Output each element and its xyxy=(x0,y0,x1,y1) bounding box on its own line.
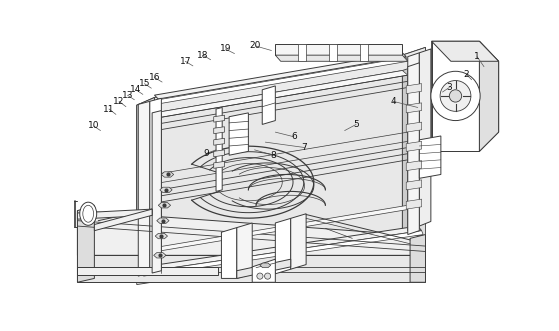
Polygon shape xyxy=(94,209,152,231)
Text: 15: 15 xyxy=(139,79,150,88)
Circle shape xyxy=(449,90,462,102)
Polygon shape xyxy=(154,253,166,258)
Polygon shape xyxy=(252,259,276,282)
Polygon shape xyxy=(158,58,408,104)
Polygon shape xyxy=(150,98,162,272)
Polygon shape xyxy=(410,235,425,282)
Text: 14: 14 xyxy=(130,85,141,94)
Polygon shape xyxy=(78,209,152,219)
Polygon shape xyxy=(237,259,291,278)
Polygon shape xyxy=(408,53,419,231)
Text: 10: 10 xyxy=(88,121,100,130)
Polygon shape xyxy=(262,86,276,124)
Polygon shape xyxy=(155,233,168,239)
Polygon shape xyxy=(329,44,337,61)
Polygon shape xyxy=(276,44,402,55)
Polygon shape xyxy=(214,138,225,145)
Polygon shape xyxy=(214,162,225,168)
Circle shape xyxy=(257,273,263,279)
Polygon shape xyxy=(138,101,150,276)
Polygon shape xyxy=(214,150,225,157)
Text: 6: 6 xyxy=(291,132,297,141)
Polygon shape xyxy=(78,267,217,275)
Polygon shape xyxy=(360,44,368,61)
Polygon shape xyxy=(406,161,421,170)
Text: 17: 17 xyxy=(179,57,191,66)
Polygon shape xyxy=(216,108,222,191)
Text: 11: 11 xyxy=(103,105,115,114)
Polygon shape xyxy=(78,211,425,255)
Polygon shape xyxy=(154,71,408,118)
Polygon shape xyxy=(158,203,170,208)
Polygon shape xyxy=(419,49,431,226)
Polygon shape xyxy=(142,231,423,276)
Polygon shape xyxy=(480,41,499,151)
Ellipse shape xyxy=(83,205,93,222)
Polygon shape xyxy=(214,115,225,122)
Polygon shape xyxy=(406,122,421,132)
Text: 13: 13 xyxy=(122,91,133,100)
Text: 3: 3 xyxy=(447,83,452,92)
Text: 9: 9 xyxy=(203,149,209,158)
Polygon shape xyxy=(406,141,421,151)
Circle shape xyxy=(264,273,271,279)
Polygon shape xyxy=(432,41,480,151)
Text: 1: 1 xyxy=(474,52,480,61)
Polygon shape xyxy=(154,47,425,113)
Text: 20: 20 xyxy=(250,41,261,50)
Polygon shape xyxy=(406,180,421,190)
Polygon shape xyxy=(78,205,94,282)
Polygon shape xyxy=(291,214,306,269)
Polygon shape xyxy=(237,223,252,278)
Polygon shape xyxy=(406,199,421,209)
Text: 8: 8 xyxy=(270,151,276,160)
Polygon shape xyxy=(260,263,271,268)
Polygon shape xyxy=(137,222,425,285)
Polygon shape xyxy=(406,84,421,94)
Polygon shape xyxy=(276,218,291,274)
Text: 16: 16 xyxy=(149,73,160,82)
Polygon shape xyxy=(78,255,425,282)
Ellipse shape xyxy=(80,202,97,225)
Text: 7: 7 xyxy=(302,143,307,152)
Polygon shape xyxy=(138,226,421,272)
Text: 12: 12 xyxy=(113,97,125,106)
Text: 18: 18 xyxy=(197,51,209,60)
Polygon shape xyxy=(419,136,441,178)
Polygon shape xyxy=(432,41,499,61)
Circle shape xyxy=(440,80,471,111)
Polygon shape xyxy=(229,113,248,155)
Polygon shape xyxy=(276,55,408,61)
Polygon shape xyxy=(160,187,172,193)
Polygon shape xyxy=(402,47,425,231)
Polygon shape xyxy=(408,63,419,235)
Polygon shape xyxy=(157,218,169,223)
Polygon shape xyxy=(299,44,306,61)
Text: 2: 2 xyxy=(463,70,469,79)
Circle shape xyxy=(431,71,480,120)
Polygon shape xyxy=(214,127,225,134)
Polygon shape xyxy=(137,97,154,278)
Text: 4: 4 xyxy=(390,97,396,106)
Polygon shape xyxy=(406,103,421,113)
Text: 19: 19 xyxy=(220,44,231,54)
Polygon shape xyxy=(154,53,406,99)
Polygon shape xyxy=(152,111,162,273)
Polygon shape xyxy=(432,41,499,151)
Polygon shape xyxy=(221,228,237,278)
Polygon shape xyxy=(162,172,174,177)
Polygon shape xyxy=(154,205,410,252)
Text: 5: 5 xyxy=(353,120,359,129)
Polygon shape xyxy=(137,55,421,278)
